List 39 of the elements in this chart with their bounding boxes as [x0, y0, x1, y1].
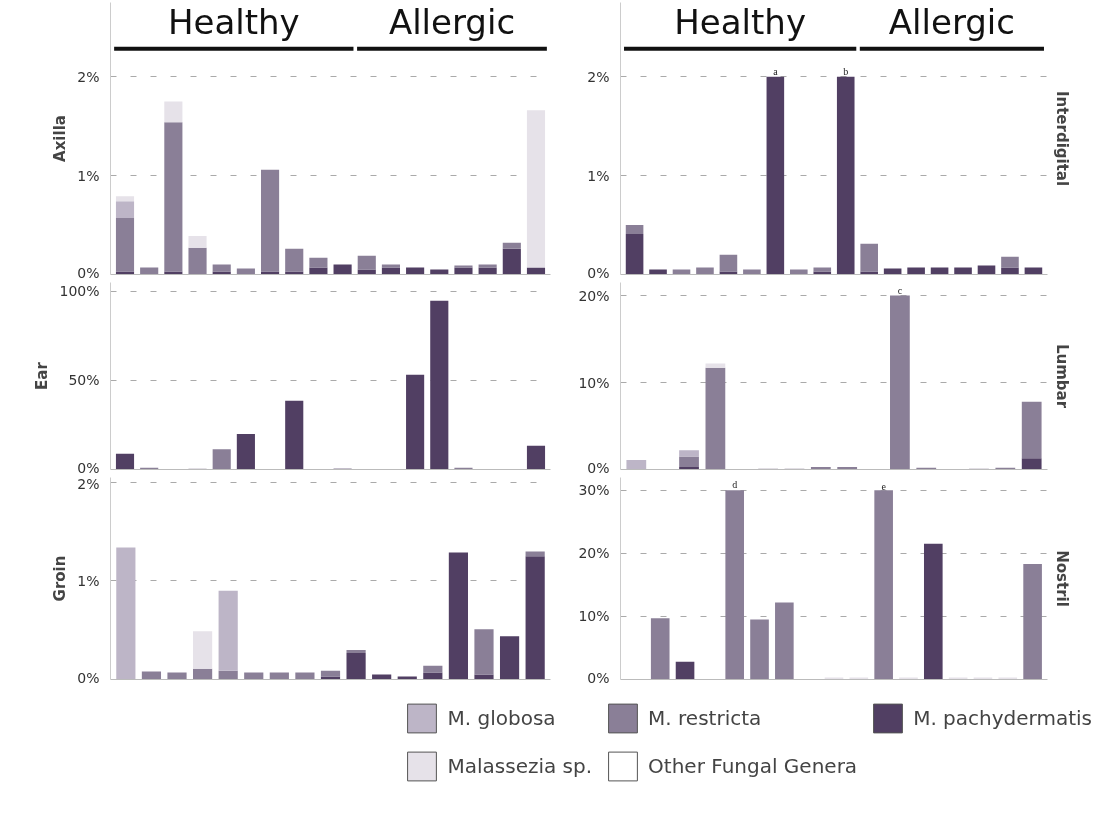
y-tick-label: 1%	[77, 167, 100, 184]
y-tick-label: 10%	[578, 374, 610, 391]
y-tick-label: 2%	[77, 68, 100, 85]
y-tick-label: 20%	[578, 545, 610, 562]
y-tick-label: 30%	[578, 482, 610, 499]
y-tick-label: 20%	[578, 287, 610, 304]
y-tick-label: 0%	[587, 459, 610, 476]
y-axis-title: Ear	[33, 361, 52, 390]
data-label: e	[881, 481, 887, 493]
y2-axis-title: Interdigital	[1052, 90, 1071, 187]
y-tick-label: 1%	[587, 167, 610, 184]
y-tick-label: 100%	[59, 283, 100, 300]
annotation: Healthy	[674, 1, 807, 42]
y-tick-label: 0%	[587, 669, 610, 686]
data-label: c	[897, 284, 903, 296]
y-tick-label: 0%	[77, 669, 100, 686]
data-label: d	[732, 479, 738, 491]
data-label: a	[773, 65, 779, 77]
y-tick-label: 2%	[587, 68, 610, 85]
data-label: b	[843, 65, 849, 77]
legend-label: Malassezia sp.	[447, 754, 593, 778]
annotation: Allergic	[388, 1, 516, 42]
y-tick-label: 50%	[68, 372, 100, 389]
y-tick-label: 0%	[587, 264, 610, 281]
legend-label: M. restricta	[648, 706, 762, 730]
y2-axis-title: Lumbar	[1052, 343, 1071, 409]
legend-label: M. globosa	[447, 706, 556, 730]
y-tick-label: 0%	[77, 459, 100, 476]
annotation: Healthy	[167, 1, 300, 42]
y-axis-title: Groin	[51, 555, 70, 602]
y-tick-label: 2%	[77, 475, 100, 492]
legend-label: M. pachydermatis	[913, 706, 1092, 730]
y2-axis-title: Nostril	[1052, 550, 1071, 607]
y-tick-label: 0%	[77, 264, 100, 281]
y-axis-title: Axilla	[51, 115, 70, 162]
y-tick-label: 1%	[77, 572, 100, 589]
legend-label: Other Fungal Genera	[648, 754, 858, 778]
annotation: Allergic	[888, 1, 1015, 42]
y-tick-label: 10%	[578, 608, 610, 625]
